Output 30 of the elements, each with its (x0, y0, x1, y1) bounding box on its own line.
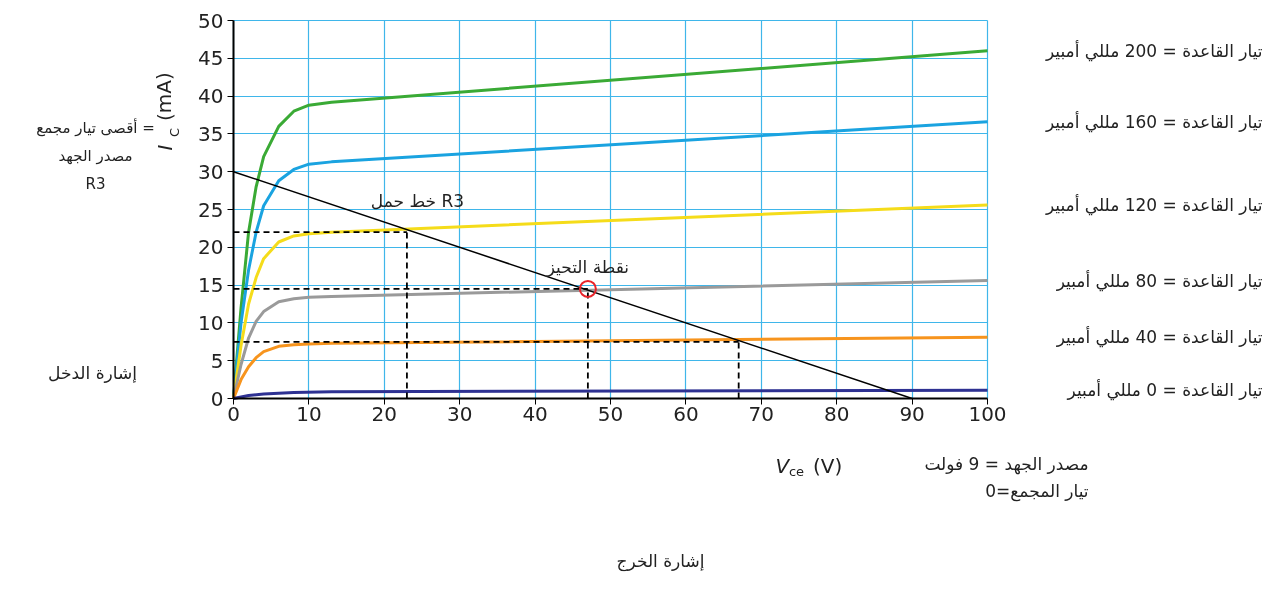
x-tick-label: 10 (296, 401, 322, 426)
y-tick-label: 25 (198, 197, 224, 222)
text: تيار القاعدة = 120 مللي أمبير (1044, 193, 1263, 216)
text: تيار القاعدة = 0 مللي أمبير (1066, 379, 1263, 402)
y-tick-label: 45 (198, 46, 224, 71)
x-tick-label: 100 (968, 401, 1007, 426)
y-tick-label: 10 (198, 310, 224, 335)
y-tick-label: 30 (198, 159, 224, 184)
y-tick-label: 40 (198, 84, 224, 109)
x-tick-label: 0 (227, 401, 240, 426)
y-tick-label: 35 (198, 121, 224, 146)
y-tick-label: 50 (198, 8, 224, 33)
text: تيار القاعدة = 80 مللي أمبير (1055, 269, 1263, 292)
x-tick-label: 20 (371, 401, 398, 426)
y-tick-label: 20 (198, 235, 224, 260)
text: تيار القاعدة = 40 مللي أمبير (1055, 326, 1263, 349)
text: مصدر الجهد = 9 فولت تيار المجمع=0 (924, 453, 1089, 502)
text: تيار القاعدة = 200 مللي أمبير (1044, 39, 1263, 62)
text: تيار القاعدة = 160 مللي أمبير (1044, 110, 1263, 133)
x-tick-label: 40 (522, 401, 548, 426)
x-tick-label: 90 (899, 401, 925, 426)
x-tick-label: 70 (748, 401, 775, 426)
y-tick-label: 5 (210, 348, 224, 373)
x-tick-label: 80 (823, 401, 850, 426)
text: إشارة الدخل (48, 362, 137, 383)
x-tick-label: 50 (597, 401, 624, 426)
y-tick-label: 15 (198, 273, 224, 298)
text: إشارة الخرج (616, 550, 705, 572)
x-tick-label: 60 (673, 401, 699, 426)
x-tick-label: 30 (446, 401, 473, 426)
